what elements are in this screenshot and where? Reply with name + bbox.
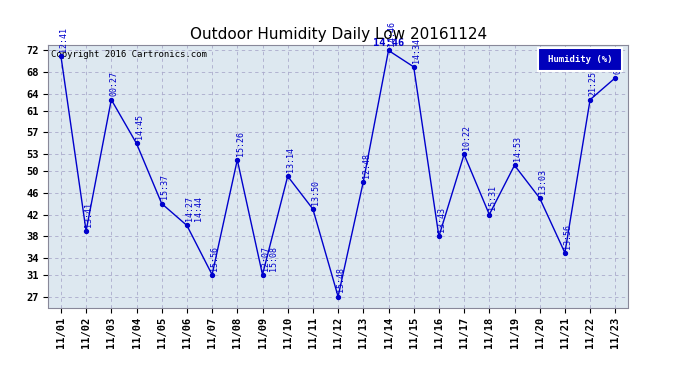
- Text: 13:41: 13:41: [84, 202, 93, 227]
- Point: [584, 97, 595, 103]
- Text: 13:14: 13:14: [286, 147, 295, 172]
- Text: 13:03: 13:03: [538, 169, 547, 194]
- Point: [484, 211, 495, 217]
- Text: 00:27: 00:27: [110, 70, 119, 96]
- Text: 15:26: 15:26: [235, 130, 244, 156]
- Text: 13:43: 13:43: [437, 207, 446, 232]
- Point: [232, 157, 243, 163]
- Text: Humidity (%): Humidity (%): [548, 55, 612, 64]
- Title: Outdoor Humidity Daily Low 20161124: Outdoor Humidity Daily Low 20161124: [190, 27, 486, 42]
- Text: 15:31: 15:31: [488, 185, 497, 210]
- Point: [433, 233, 444, 239]
- Point: [534, 195, 545, 201]
- Text: 10:22: 10:22: [462, 125, 471, 150]
- Text: 12:48: 12:48: [362, 153, 371, 177]
- Point: [106, 97, 117, 103]
- Text: 14:44: 14:44: [193, 196, 202, 221]
- FancyBboxPatch shape: [538, 48, 622, 71]
- Text: 14:46: 14:46: [387, 21, 396, 46]
- Point: [408, 64, 420, 70]
- Text: 12:07: 12:07: [261, 246, 270, 270]
- Text: Copyright 2016 Cartronics.com: Copyright 2016 Cartronics.com: [51, 50, 207, 59]
- Text: 12:41: 12:41: [59, 27, 68, 52]
- Point: [131, 140, 142, 146]
- Point: [307, 206, 318, 212]
- Point: [358, 179, 369, 185]
- Point: [55, 53, 66, 59]
- Text: 14:34: 14:34: [412, 38, 421, 63]
- Text: 13:56: 13:56: [563, 224, 572, 249]
- Text: 21:25: 21:25: [589, 70, 598, 96]
- Text: 14:53: 14:53: [513, 136, 522, 161]
- Text: 14:46: 14:46: [373, 38, 404, 48]
- Text: 15:48: 15:48: [337, 267, 346, 292]
- Text: 15:08: 15:08: [269, 246, 278, 270]
- Text: 14:45: 14:45: [135, 114, 144, 139]
- Point: [156, 201, 167, 207]
- Text: 00:07: 00:07: [613, 49, 622, 74]
- Point: [181, 222, 193, 228]
- Text: 14:27: 14:27: [185, 196, 194, 221]
- Point: [459, 152, 470, 157]
- Point: [383, 48, 394, 54]
- Point: [282, 173, 293, 179]
- Point: [333, 294, 344, 300]
- Point: [509, 162, 520, 168]
- Point: [81, 228, 92, 234]
- Text: 13:50: 13:50: [311, 180, 320, 205]
- Text: 15:37: 15:37: [160, 174, 169, 200]
- Point: [560, 250, 571, 256]
- Point: [206, 272, 217, 278]
- Point: [610, 75, 621, 81]
- Point: [257, 272, 268, 278]
- Text: 15:56: 15:56: [210, 246, 219, 270]
